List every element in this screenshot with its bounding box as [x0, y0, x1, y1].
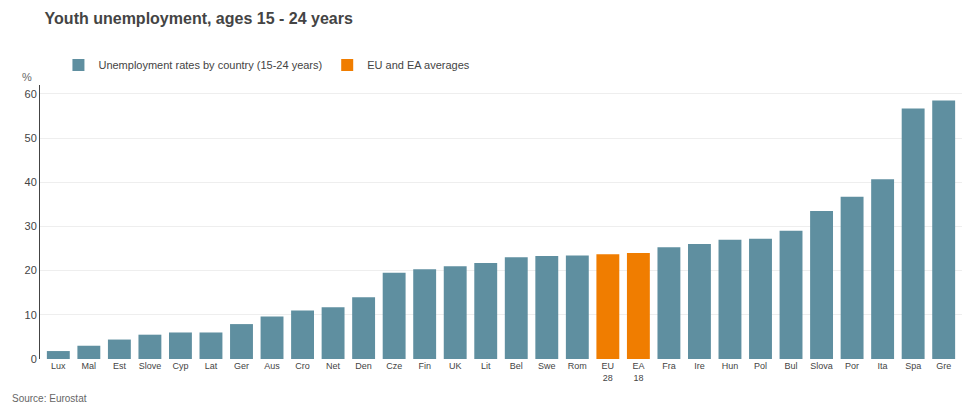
- svg-text:Ger: Ger: [234, 361, 249, 371]
- svg-text:Youth unemployment, ages 15 -: Youth unemployment, ages 15 - 24 years: [45, 10, 353, 27]
- svg-text:0: 0: [31, 353, 37, 365]
- svg-text:Bul: Bul: [785, 361, 798, 371]
- svg-text:Fin: Fin: [418, 361, 431, 371]
- svg-text:Swe: Swe: [538, 361, 556, 371]
- svg-text:Ita: Ita: [878, 361, 888, 371]
- svg-text:Slova: Slova: [810, 361, 833, 371]
- svg-text:EA18: EA18: [632, 361, 644, 383]
- svg-text:Lit: Lit: [481, 361, 491, 371]
- svg-text:Por: Por: [845, 361, 859, 371]
- svg-text:Bel: Bel: [510, 361, 523, 371]
- svg-text:%: %: [22, 71, 32, 83]
- svg-text:Pol: Pol: [754, 361, 767, 371]
- svg-text:Cyp: Cyp: [172, 361, 188, 371]
- svg-text:Source: Eurostat: Source: Eurostat: [12, 393, 87, 404]
- svg-text:50: 50: [25, 132, 37, 144]
- svg-text:Rom: Rom: [568, 361, 587, 371]
- svg-text:Est: Est: [113, 361, 127, 371]
- svg-text:30: 30: [25, 220, 37, 232]
- svg-text:Aus: Aus: [264, 361, 280, 371]
- svg-text:Ire: Ire: [694, 361, 705, 371]
- svg-text:60: 60: [25, 88, 37, 100]
- svg-text:40: 40: [25, 176, 37, 188]
- svg-text:Cro: Cro: [295, 361, 310, 371]
- svg-text:20: 20: [25, 264, 37, 276]
- svg-text:Gre: Gre: [936, 361, 951, 371]
- svg-text:Slove: Slove: [139, 361, 162, 371]
- svg-text:Unemployment rates by country: Unemployment rates by country (15-24 yea…: [98, 59, 322, 71]
- svg-text:10: 10: [25, 309, 37, 321]
- svg-text:EU and EA averages: EU and EA averages: [367, 59, 470, 71]
- svg-text:Lat: Lat: [205, 361, 218, 371]
- svg-text:UK: UK: [449, 361, 462, 371]
- svg-text:Cze: Cze: [386, 361, 402, 371]
- svg-text:Spa: Spa: [905, 361, 921, 371]
- svg-text:Mal: Mal: [82, 361, 97, 371]
- svg-text:Lux: Lux: [51, 361, 66, 371]
- svg-text:Net: Net: [326, 361, 341, 371]
- svg-text:Fra: Fra: [662, 361, 676, 371]
- svg-text:Hun: Hun: [722, 361, 739, 371]
- svg-text:EU28: EU28: [602, 361, 615, 383]
- svg-text:Den: Den: [355, 361, 372, 371]
